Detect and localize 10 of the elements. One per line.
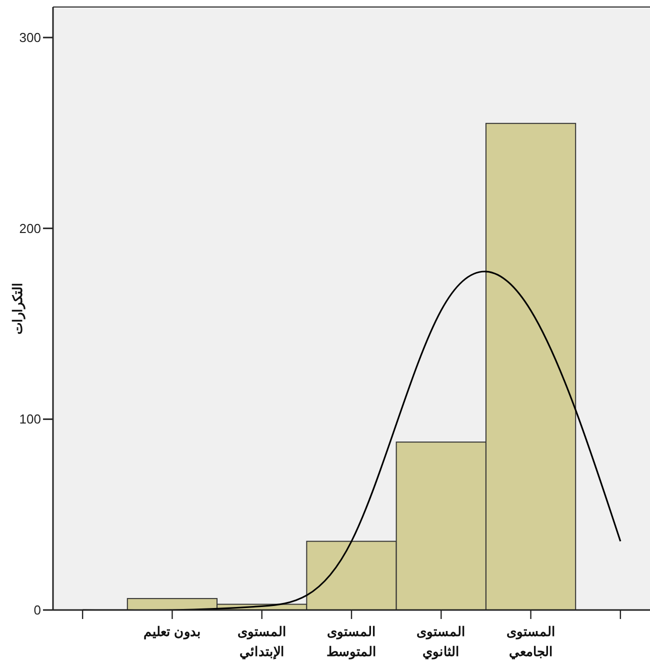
x-tick-label: المستوى الجامعي bbox=[506, 624, 556, 660]
x-tick-label: بدون تعليم bbox=[143, 624, 202, 640]
x-tick-label: المستوى الثانوي bbox=[416, 624, 466, 660]
y-tick-label: 0 bbox=[34, 602, 41, 618]
y-tick-label: 200 bbox=[19, 220, 41, 236]
y-tick-label: 100 bbox=[19, 412, 41, 427]
x-tick-label: المستوى المتوسط bbox=[326, 624, 376, 660]
y-tick-label: 300 bbox=[19, 30, 41, 46]
x-tick-label: المستوى الإبتدائي bbox=[237, 624, 286, 660]
y-axis-title: التكرارات bbox=[10, 282, 26, 334]
